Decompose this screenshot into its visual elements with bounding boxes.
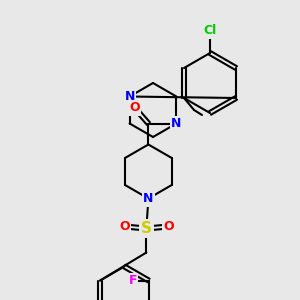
- Text: N: N: [143, 192, 154, 205]
- Text: O: O: [129, 101, 140, 114]
- Text: O: O: [163, 220, 174, 233]
- Text: S: S: [141, 221, 152, 236]
- Text: F: F: [128, 274, 137, 287]
- Text: O: O: [119, 220, 130, 233]
- Text: N: N: [124, 90, 135, 103]
- Text: Cl: Cl: [203, 25, 217, 38]
- Text: N: N: [171, 117, 182, 130]
